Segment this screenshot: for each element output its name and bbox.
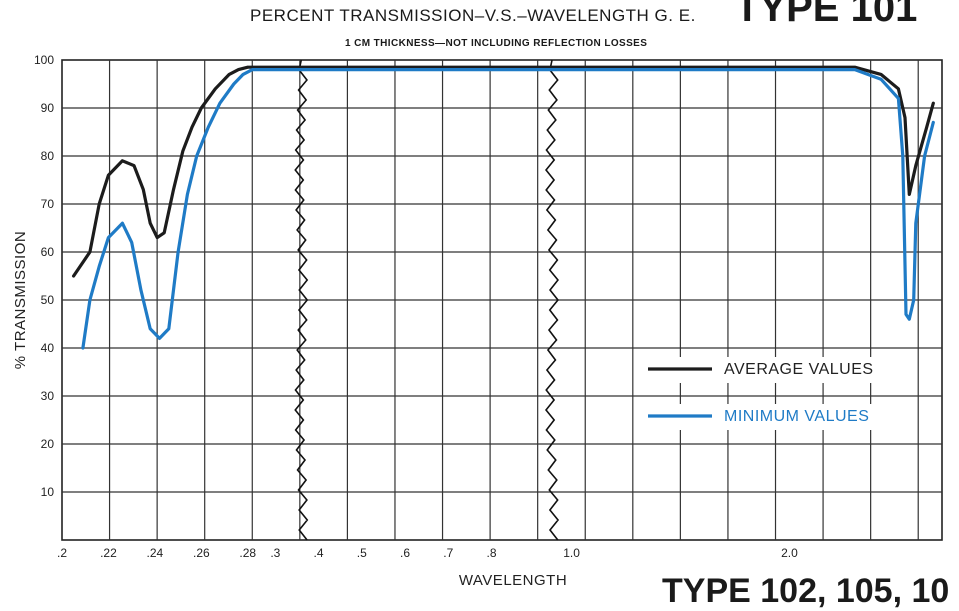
y-tick-label: 10 (41, 485, 55, 499)
y-tick-label: 80 (41, 149, 55, 163)
y-tick-label: 90 (41, 101, 55, 115)
y-tick-label: 20 (41, 437, 55, 451)
y-tick-label: 70 (41, 197, 55, 211)
y-tick-label: 50 (41, 293, 55, 307)
x-tick-label: 2.0 (781, 546, 798, 560)
axis-break-1 (294, 59, 309, 541)
x-tick-label: 1.0 (563, 546, 580, 560)
y-tick-labels: 10 20 30 40 50 60 70 80 90 100 (34, 53, 54, 499)
series-line-minimum (81, 68, 935, 350)
x-tick-label: .7 (443, 546, 453, 560)
x-tick-label: .24 (147, 546, 164, 560)
x-tick-label: .3 (270, 546, 280, 560)
legend-entry: AVERAGE VALUES (724, 361, 874, 378)
axis-break-2 (545, 59, 560, 541)
chart-type-label: TYPE 101 (735, 0, 918, 30)
y-tick-label: 60 (41, 245, 55, 259)
y-tick-label: 40 (41, 341, 55, 355)
y-tick-label: 30 (41, 389, 55, 403)
series-layer (72, 65, 935, 350)
x-tick-label: .22 (100, 546, 117, 560)
x-tick-labels: .2 .22 .24 .26 .28 .3 .4 .5 .6 .7 .8 1.0 2.0 (57, 546, 798, 560)
y-axis-label: % TRANSMISSION (12, 231, 29, 369)
x-tick-label: .26 (193, 546, 210, 560)
x-axis-label: WAVELENGTH (459, 572, 567, 589)
x-tick-label: .4 (314, 546, 324, 560)
x-tick-label: .8 (486, 546, 496, 560)
chart-title: PERCENT TRANSMISSION–V.S.–WAVELENGTH G. … (250, 6, 696, 25)
x-tick-label: .6 (400, 546, 410, 560)
footer-type-label: TYPE 102, 105, 10 (662, 572, 950, 610)
legend: AVERAGE VALUES MINIMUM VALUES (640, 357, 908, 430)
transmission-chart: 10 20 30 40 50 60 70 80 90 100 .2 .22 .24 .26 .28 .3 .4… (12, 53, 943, 589)
legend-entry: MINIMUM VALUES (724, 408, 869, 425)
series-line-average (72, 65, 935, 278)
grid-lines (61, 59, 943, 541)
x-tick-label: .2 (57, 546, 67, 560)
x-tick-label: .28 (239, 546, 256, 560)
chart-subtitle: 1 CM THICKNESS—NOT INCLUDING REFLECTION … (345, 38, 648, 49)
x-tick-label: .5 (357, 546, 367, 560)
y-tick-label: 100 (34, 53, 54, 67)
axis-breaks (294, 59, 560, 541)
